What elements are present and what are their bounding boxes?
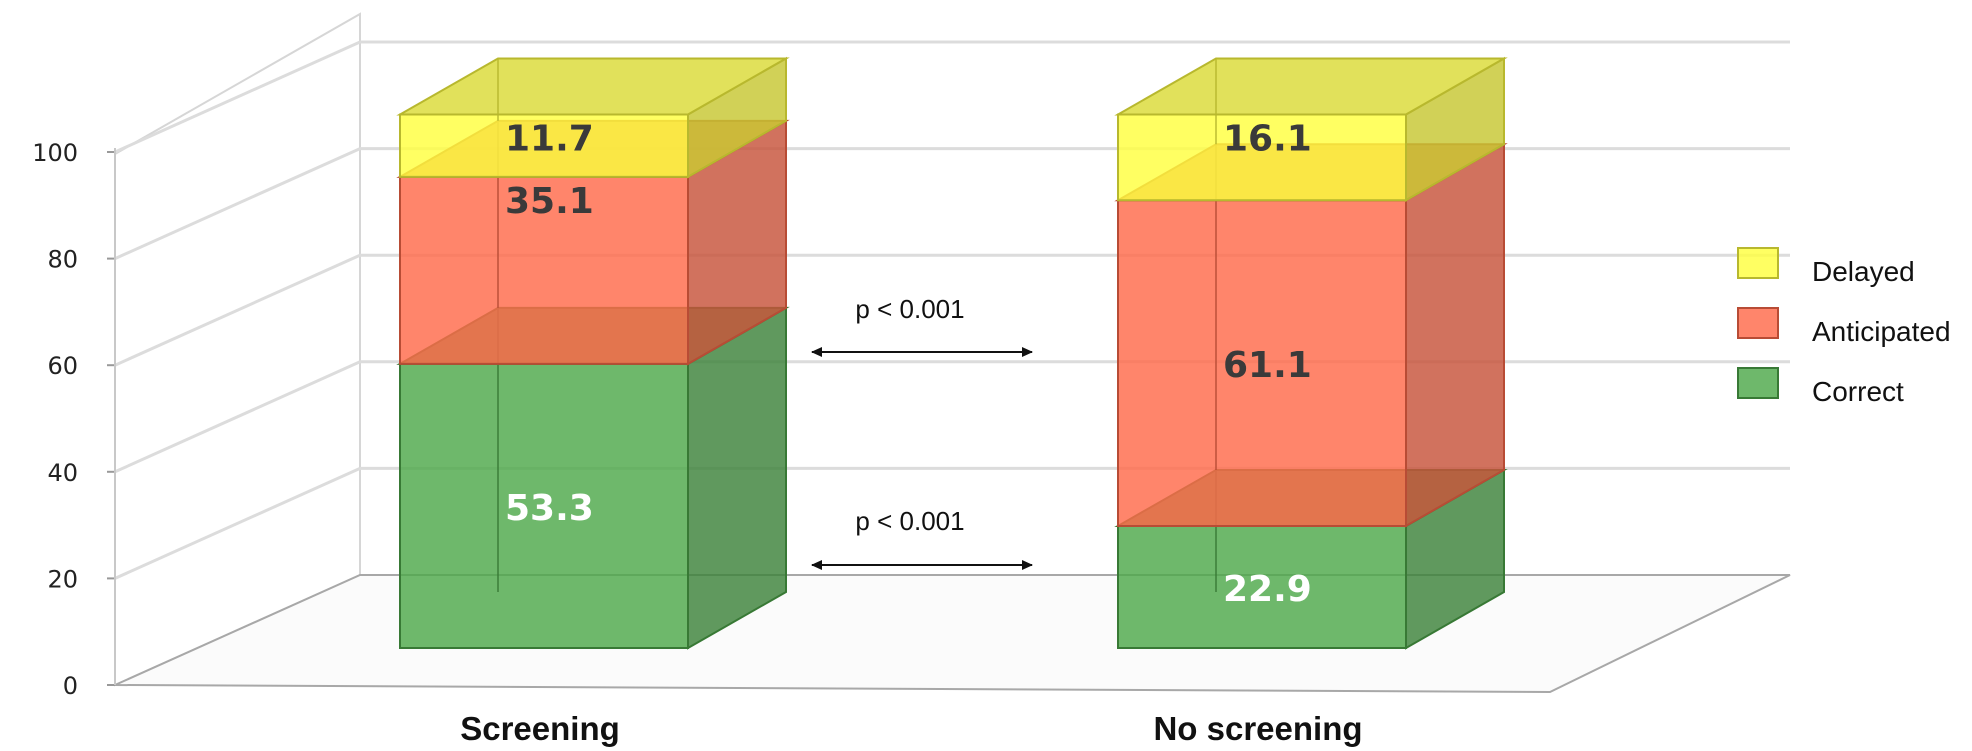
data-label-anticipated: 35.1: [505, 181, 594, 222]
p-value-label: p < 0.001: [855, 506, 964, 536]
legend: Delayed Anticipated Correct: [1737, 247, 1951, 407]
bars: [396, 56, 1508, 650]
data-label-anticipated: 61.1: [1223, 345, 1312, 386]
y-tick-label: 80: [47, 246, 78, 274]
legend-label-correct: Correct: [1812, 376, 1904, 407]
data-labels: 53.3 35.1 11.7 22.9 61.1 16.1: [505, 118, 1312, 610]
p-value-label: p < 0.001: [855, 294, 964, 324]
gridline-side: [114, 360, 361, 474]
data-label-correct: 53.3: [505, 488, 594, 529]
y-tick-label: 40: [47, 459, 78, 487]
floor: [114, 574, 1791, 694]
p-value-annotations: p < 0.001 p < 0.001: [811, 294, 1033, 570]
bar-segment-delayed: [1114, 56, 1508, 203]
bar-side-face: [687, 306, 787, 650]
legend-swatch-delayed: [1737, 247, 1779, 279]
data-label-delayed: 16.1: [1223, 118, 1312, 159]
gridline-side: [114, 40, 361, 154]
bar-top-face: [1114, 57, 1508, 116]
legend-swatch-correct: [1737, 367, 1779, 399]
data-label-correct: 22.9: [1223, 569, 1312, 610]
y-tick-label: 100: [32, 139, 78, 167]
category-label: No screening: [1153, 710, 1362, 747]
legend-swatch-anticipated: [1737, 307, 1779, 339]
y-axis: 0 20 40 60 80 100: [32, 139, 116, 700]
gridline-side: [114, 253, 361, 367]
legend-label-delayed: Delayed: [1812, 256, 1915, 287]
data-label-delayed: 11.7: [505, 118, 594, 159]
y-tick-label: 60: [47, 352, 78, 380]
bar-segment-anticipated: [1114, 142, 1508, 528]
y-tick-label: 20: [47, 565, 78, 593]
category-label: Screening: [460, 710, 620, 747]
gridline-side: [114, 147, 361, 260]
category-labels: Screening No screening: [460, 710, 1362, 747]
legend-label-anticipated: Anticipated: [1812, 316, 1951, 347]
gridline-side: [114, 467, 361, 580]
bar-segment-delayed: [396, 56, 790, 179]
y-tick-label: 0: [63, 672, 78, 700]
bar-side-face: [1405, 142, 1505, 528]
bar-top-face: [396, 57, 790, 116]
